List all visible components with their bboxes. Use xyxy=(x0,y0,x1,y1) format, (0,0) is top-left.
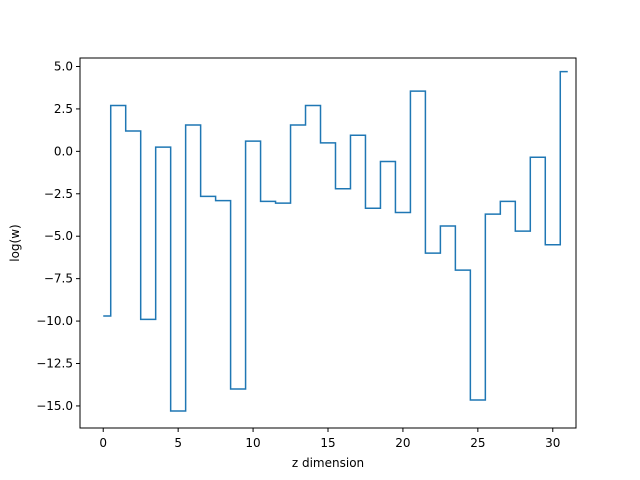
y-tick-label: −12.5 xyxy=(36,357,73,371)
x-tick-label: 25 xyxy=(470,436,485,450)
y-tick-label: 5.0 xyxy=(54,59,73,73)
x-axis-label: z dimension xyxy=(292,456,364,470)
x-tick-label: 30 xyxy=(545,436,560,450)
y-tick-label: 0.0 xyxy=(54,144,73,158)
y-tick-label: −7.5 xyxy=(44,272,73,286)
y-axis-label: log(w) xyxy=(8,224,22,261)
x-tick-label: 5 xyxy=(174,436,182,450)
y-tick-label: 2.5 xyxy=(54,102,73,116)
y-axis-ticks: 5.0 2.5 0.0 −2.5 −5.0 −7.5 −10.0 −12.5 −15.0 xyxy=(36,59,80,413)
y-tick-label: −2.5 xyxy=(44,187,73,201)
y-tick-label: −15.0 xyxy=(36,399,73,413)
x-tick-label: 15 xyxy=(320,436,335,450)
y-tick-label: −5.0 xyxy=(44,229,73,243)
x-axis-ticks: 0 5 10 15 20 25 30 xyxy=(99,428,560,450)
x-tick-label: 20 xyxy=(395,436,410,450)
plot-area xyxy=(103,70,568,412)
y-tick-label: −10.0 xyxy=(36,314,73,328)
x-tick-label: 10 xyxy=(245,436,260,450)
x-tick-label: 0 xyxy=(99,436,107,450)
series-line-0 xyxy=(103,70,568,412)
